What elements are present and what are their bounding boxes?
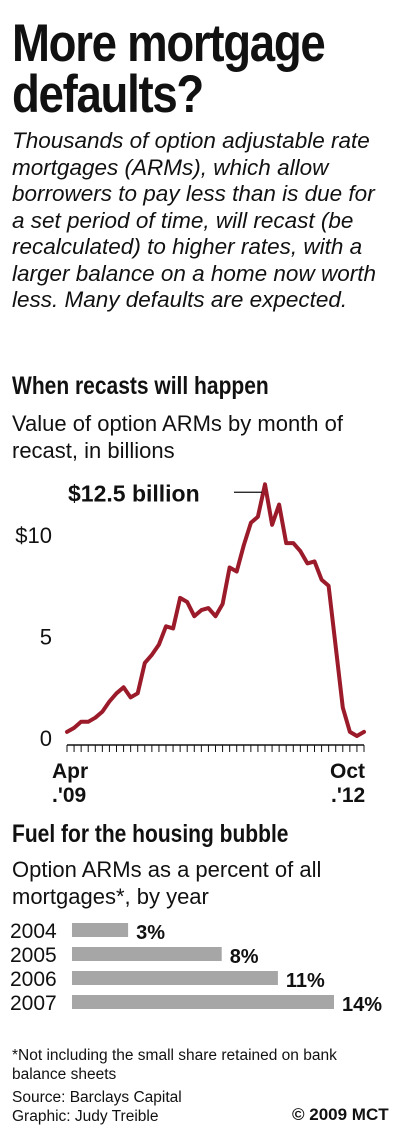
footnote: *Not including the small share retained … <box>12 1047 337 1083</box>
y-tick-label: 0 <box>40 726 52 751</box>
bar-value-label: 11% <box>286 970 325 992</box>
series-line <box>65 482 366 738</box>
section1-subtitle: Value of option ARMs by month of recast,… <box>12 411 343 463</box>
bar <box>72 947 222 961</box>
x-start-sublabel: .'09 <box>52 784 86 807</box>
option-arm-bar-chart: 2004 3% 2005 8% 2006 11% 2007 14% <box>10 920 382 1016</box>
bar-category-label: 2006 <box>10 968 57 991</box>
bar <box>72 971 278 985</box>
x-end-sublabel: .'12 <box>331 784 365 807</box>
bar-category-label: 2004 <box>10 920 57 943</box>
graphic-credit: Graphic: Judy Treible <box>12 1108 159 1125</box>
headline-line-2: defaults? <box>12 65 204 124</box>
x-start-label: Apr <box>52 760 88 783</box>
bar-category-label: 2007 <box>10 992 57 1015</box>
section2-subtitle: Option ARMs as a percent of all mortgage… <box>12 857 322 909</box>
section2-title: Fuel for the housing bubble <box>12 820 289 848</box>
y-tick-label: $10 <box>15 523 52 548</box>
x-end-label: Oct <box>330 760 365 783</box>
y-tick-label: 5 <box>40 625 52 650</box>
peak-annotation-label: $12.5 billion <box>68 480 200 506</box>
bar-value-label: 3% <box>136 922 165 944</box>
recast-line-chart: $10 5 0 $12.5 billion Apr.'09 Oct.'12 <box>15 480 366 807</box>
bar-value-label: 8% <box>230 946 259 968</box>
headline: More mortgage defaults? <box>12 14 342 124</box>
source-credit: Source: Barclays Capital <box>12 1089 182 1106</box>
credits: Source: Barclays Capital Graphic: Judy T… <box>12 1088 182 1126</box>
copyright: © 2009 MCT <box>292 1105 389 1124</box>
section1-title: When recasts will happen <box>12 372 269 400</box>
bar <box>72 923 129 937</box>
bar <box>72 995 334 1009</box>
bar-category-label: 2005 <box>10 944 57 967</box>
headline-line-1: More mortgage <box>12 14 326 73</box>
bar-value-label: 14% <box>342 994 382 1016</box>
intro-text: Thousands of option adjustable rate mort… <box>12 128 376 312</box>
